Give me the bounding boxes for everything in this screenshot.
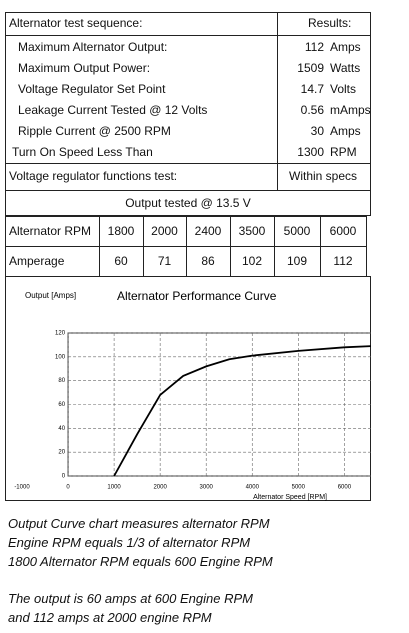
- x-tick-label: 5000: [292, 485, 306, 491]
- test-unit: Amps: [330, 124, 361, 138]
- x-tick-label: 1000: [107, 485, 121, 491]
- header-cell: Alternator test sequence:: [9, 16, 143, 30]
- performance-curve: [113, 345, 371, 477]
- rpm-value: 1800: [107, 224, 135, 238]
- test-unit: Volts: [330, 82, 357, 96]
- y-tick-label: 40: [58, 426, 65, 432]
- caption-line: Output Curve chart measures alternator R…: [8, 516, 270, 531]
- test-unit: RPM: [330, 145, 357, 159]
- y-tick-label: 20: [58, 450, 65, 456]
- column-divider: [277, 12, 278, 191]
- y-axis-label: Output [Amps]: [25, 291, 76, 300]
- rpm-value: 112: [333, 254, 353, 268]
- test-value: 112: [304, 40, 324, 54]
- rpm-value: 2000: [151, 224, 178, 238]
- test-name: Voltage Regulator Set Point: [18, 82, 166, 96]
- test-name: Maximum Output Power:: [18, 61, 151, 75]
- test-unit: mAmps: [330, 103, 371, 117]
- rpm-row-label: Amperage: [9, 254, 65, 268]
- rpm-value: 109: [286, 254, 308, 268]
- x-tick-label: 2000: [153, 485, 167, 491]
- rpm-value: 102: [241, 254, 263, 268]
- caption-line: Engine RPM equals 1/3 of alternator RPM: [8, 535, 251, 550]
- rpm-table-title: Output tested @ 13.5 V: [125, 196, 251, 210]
- test-name: Leakage Current Tested @ 12 Volts: [18, 103, 208, 117]
- x-tick-label: 0: [66, 485, 70, 491]
- x-tick-label: -1000: [14, 485, 30, 491]
- function-test-result: Within specs: [289, 169, 358, 183]
- row-divider: [5, 35, 371, 36]
- test-value: 1300: [297, 145, 324, 159]
- chart: Output [Amps] Alternator Performance Cur…: [5, 276, 371, 501]
- test-value: 0.56: [300, 103, 324, 117]
- caption-line: and 112 amps at 2000 engine RPM: [8, 610, 212, 625]
- test-name: Ripple Current @ 2500 RPM: [18, 124, 171, 138]
- x-tick-label: 6000: [338, 485, 352, 491]
- x-tick-label: 4000: [246, 485, 260, 491]
- header-cell: Results:: [308, 16, 352, 30]
- rpm-value: 71: [157, 254, 172, 268]
- row-divider: [5, 163, 371, 164]
- test-name: Turn On Speed Less Than: [12, 145, 153, 159]
- caption-line: The output is 60 amps at 600 Engine RPM: [8, 591, 253, 606]
- test-value: 30: [310, 124, 324, 138]
- rpm-value: 5000: [283, 224, 311, 238]
- y-tick-label: 60: [58, 402, 65, 408]
- test-unit: Amps: [330, 40, 361, 54]
- rpm-value: 6000: [329, 224, 357, 238]
- chart-title: Alternator Performance Curve: [117, 289, 277, 303]
- y-tick-label: 120: [55, 331, 66, 337]
- caption-line: 1800 Alternator RPM equals 600 Engine RP…: [8, 554, 273, 569]
- rpm-row-label: Alternator RPM: [9, 224, 92, 238]
- test-unit: Watts: [330, 61, 361, 75]
- y-tick-label: 0: [62, 474, 66, 480]
- rpm-value: 2400: [194, 224, 222, 238]
- y-tick-label: 100: [55, 354, 66, 360]
- rpm-title-box: [5, 190, 371, 216]
- function-test-name: Voltage regulator functions test:: [9, 169, 178, 183]
- chart-border: [5, 276, 371, 501]
- y-tick-label: 80: [58, 378, 65, 384]
- test-name: Maximum Alternator Output:: [18, 40, 168, 54]
- x-axis-label: Alternator Speed [RPM]: [253, 494, 327, 501]
- x-tick-label: 3000: [200, 485, 214, 491]
- rpm-value: 86: [201, 254, 215, 268]
- test-value: 14.7: [300, 82, 324, 96]
- rpm-value: 3500: [238, 224, 266, 238]
- rpm-value: 60: [114, 254, 128, 268]
- test-value: 1509: [297, 61, 324, 75]
